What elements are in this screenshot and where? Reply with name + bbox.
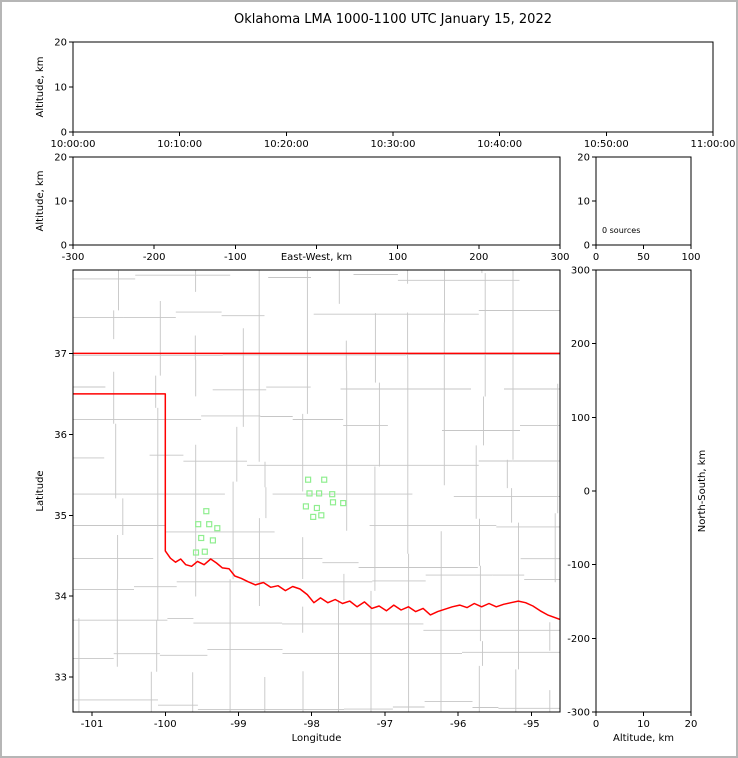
- x-tick-label: 200: [469, 252, 488, 263]
- station-marker: [203, 508, 210, 515]
- x-tick-label: 10:00:00: [51, 139, 96, 150]
- x-tick-label: -100: [224, 252, 247, 263]
- y-tick-label: 20: [54, 153, 67, 164]
- x-tick-label: -95: [523, 719, 539, 730]
- x-tick-label: -98: [304, 719, 320, 730]
- y-tick-label: 37: [54, 349, 67, 360]
- y-tick-label: -200: [567, 634, 590, 645]
- x-tick-label: 10:20:00: [264, 139, 309, 150]
- y-axis-label: Latitude: [35, 470, 46, 511]
- station-marker: [201, 548, 208, 555]
- map-layers: [73, 270, 560, 712]
- plan-view-panel: -101 -100 -99 -98 -97 -96 -95 33 34 35 36 37 Longitu…: [35, 269, 561, 744]
- y-tick-label: 300: [571, 266, 590, 277]
- source-histogram-panel: 0 50 100 0 10 20 0 sources: [577, 153, 700, 264]
- y-tick-label: 200: [571, 339, 590, 350]
- panel-frame: [595, 269, 692, 713]
- station-marker: [306, 490, 313, 497]
- station-marker: [310, 513, 317, 521]
- y-tick-label: 36: [54, 430, 67, 441]
- station-marker: [209, 537, 216, 544]
- source-count-annotation: 0 sources: [602, 226, 640, 235]
- y-tick-label: 20: [54, 38, 67, 49]
- station-marker: [329, 491, 336, 498]
- figure-title: Oklahoma LMA 1000-1100 UTC January 15, 2…: [234, 12, 552, 27]
- x-axis-label: Altitude, km: [613, 733, 674, 744]
- y-tick-label: 34: [54, 592, 67, 603]
- y-tick-label: -100: [567, 560, 590, 571]
- y-tick-label: 100: [571, 413, 590, 424]
- station-marker: [329, 499, 337, 506]
- x-tick-label: 10:30:00: [371, 139, 416, 150]
- x-tick-label: 10:50:00: [584, 139, 629, 150]
- station-marker: [192, 549, 200, 556]
- y-tick-label: 10: [54, 83, 67, 94]
- x-tick-label: 0: [593, 719, 599, 730]
- station-marker: [305, 476, 312, 483]
- station-marker: [313, 504, 320, 512]
- x-tick-label: 100: [388, 252, 407, 263]
- x-tick-label: -200: [143, 252, 166, 263]
- x-tick-label: -300: [62, 252, 85, 263]
- x-tick-label: 10:10:00: [157, 139, 202, 150]
- station-marker: [302, 503, 309, 510]
- y-tick-label: 20: [577, 153, 590, 164]
- y-tick-label: 0: [61, 128, 67, 139]
- panel-frame: [72, 156, 561, 246]
- x-tick-label: 11:00:00: [691, 139, 736, 150]
- x-tick-label: 300: [550, 252, 569, 263]
- time-height-panel: 10:00:00 10:10:00 10:20:00 10:30:00 10:40:00…: [35, 38, 735, 151]
- x-tick-label: -97: [377, 719, 393, 730]
- ew-height-panel: -300 -200 -100 100 200 300 0 10 20 East-West, km A…: [35, 153, 570, 264]
- station-marker: [195, 521, 202, 528]
- station-marker: [206, 521, 213, 528]
- x-tick-label: -96: [450, 719, 466, 730]
- x-tick-label: -101: [81, 719, 104, 730]
- y-tick-label: 0: [61, 241, 67, 252]
- y-tick-label: -300: [567, 708, 590, 719]
- x-tick-label: 50: [637, 252, 650, 263]
- panel-frame: [72, 269, 561, 713]
- ns-height-panel: 0 10 20 -300 -200 -100 0 100 200 300 Altitude, km N…: [567, 266, 708, 745]
- station-marker: [318, 512, 325, 519]
- x-tick-label: 0: [593, 252, 599, 263]
- y-tick-label: 10: [54, 197, 67, 208]
- station-marker: [340, 500, 347, 507]
- y-axis-label: Altitude, km: [35, 57, 46, 118]
- y-tick-label: 0: [584, 241, 590, 252]
- x-tick-label: -99: [230, 719, 246, 730]
- y-tick-label: 35: [54, 511, 67, 522]
- x-tick-label: -100: [154, 719, 177, 730]
- y-tick-label: 10: [577, 197, 590, 208]
- y-axis-label: Altitude, km: [35, 171, 46, 232]
- y-tick-label: 33: [54, 673, 67, 684]
- panel-frame: [72, 41, 714, 133]
- y-tick-label: 0: [584, 487, 590, 498]
- state-border-line: [73, 393, 560, 621]
- x-tick-label: 20: [685, 719, 698, 730]
- station-marker: [321, 476, 328, 483]
- station-marker: [316, 490, 323, 497]
- x-axis-label: Longitude: [292, 733, 342, 744]
- station-marker: [214, 525, 221, 532]
- station-marker: [198, 534, 205, 542]
- x-axis-label: East-West, km: [281, 252, 352, 263]
- x-tick-label: 10:40:00: [477, 139, 522, 150]
- x-tick-label: 10: [637, 719, 650, 730]
- y-axis-label-right: North-South, km: [697, 450, 708, 533]
- x-tick-label: 100: [681, 252, 700, 263]
